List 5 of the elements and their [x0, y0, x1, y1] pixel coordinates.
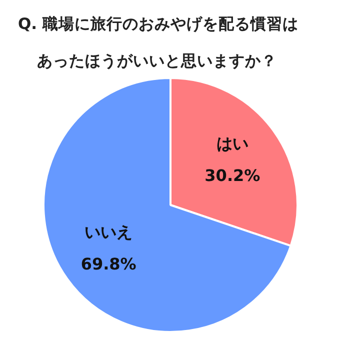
data-label: 30.2%: [204, 166, 260, 185]
data-label: 69.8%: [80, 254, 136, 274]
slice-label: いいえ: [84, 222, 133, 242]
slice-label: はい: [216, 134, 248, 153]
chart-title: Q. 職場に旅行のおみやげを配る慣習はあったほうがいいと思いますか？: [18, 15, 298, 70]
